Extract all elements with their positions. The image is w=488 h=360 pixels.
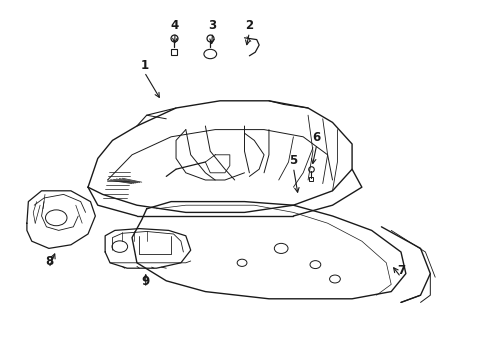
Text: 1: 1 bbox=[140, 59, 148, 72]
Text: 4: 4 bbox=[171, 19, 179, 32]
Text: 5: 5 bbox=[289, 154, 297, 167]
Text: 3: 3 bbox=[208, 19, 216, 32]
Text: 7: 7 bbox=[396, 264, 404, 277]
Text: 8: 8 bbox=[45, 255, 53, 268]
Text: 6: 6 bbox=[312, 131, 320, 144]
Text: 2: 2 bbox=[245, 19, 253, 32]
Text: 9: 9 bbox=[142, 275, 149, 288]
